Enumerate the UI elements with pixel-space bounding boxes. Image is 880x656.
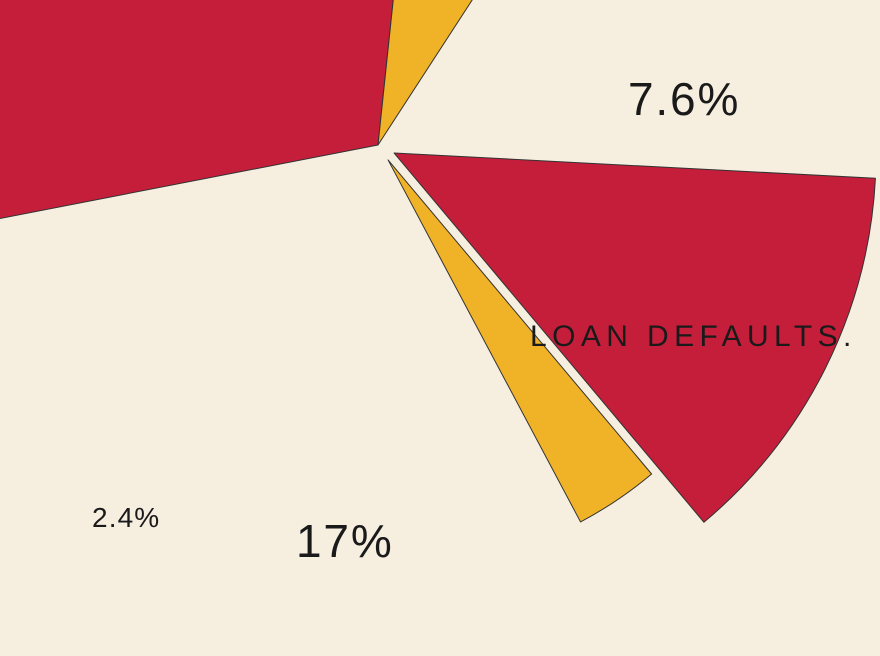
- chart-label-pct_7_6: 7.6%: [628, 72, 740, 126]
- chart-label-pct_2_4: 2.4%: [92, 502, 160, 534]
- chart-label-pct_17: 17%: [296, 514, 394, 568]
- chart-label-caption: LOAN DEFAULTS.: [530, 320, 857, 354]
